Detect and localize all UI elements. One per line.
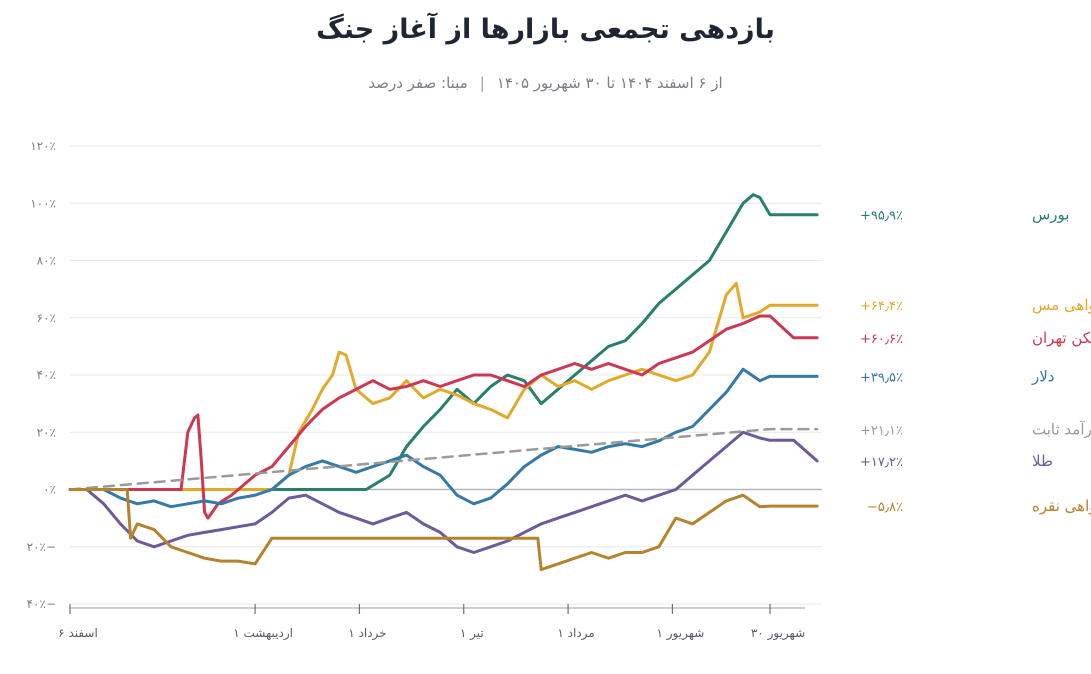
y-tick-label: ۲۰٪ xyxy=(37,425,56,439)
series-line xyxy=(68,488,819,572)
x-tick-label: ۱ تیر xyxy=(460,626,484,641)
series-final-value: +۶۴٫۴٪ xyxy=(860,299,903,314)
series-name: طلا xyxy=(1032,452,1053,470)
y-tick-label: ۸۰٪ xyxy=(37,254,56,268)
y-tick-label: ۶۰٪ xyxy=(37,311,56,325)
series-line xyxy=(68,427,819,491)
subtitle-base: مبنا: صفر درصد xyxy=(368,74,468,92)
y-tick-label: ۴۰٪ xyxy=(37,368,56,382)
series-line xyxy=(68,430,819,554)
series-labels: +۹۵٫۹٪ بورس +۶۴٫۴٪ گواهی مس +۶۰٫۶٪ مسکن تهران… xyxy=(860,206,1091,515)
series-line xyxy=(68,281,819,491)
series-name: بورس xyxy=(1032,206,1069,224)
chart-subtitle: از ۶ اسفند ۱۴۰۴ تا ۳۰ شهریور ۱۴۰۵ | مبنا: … xyxy=(0,74,1091,92)
series-final-value: +۶۰٫۶٪ xyxy=(860,332,903,347)
subtitle-separator: | xyxy=(479,74,485,92)
series-line xyxy=(68,314,819,520)
x-tick-label: ۶ اسفند xyxy=(58,626,98,640)
grid-lines xyxy=(70,145,822,605)
series-name: درآمد ثابت xyxy=(1032,420,1091,438)
series-name: گواهی مس xyxy=(1032,296,1091,314)
series-name: گواهی نقره xyxy=(1032,497,1091,515)
x-tick-label: ۱ شهریور xyxy=(656,626,704,641)
chart-title: بازدهی تجمعی بازارها از آغاز جنگ xyxy=(316,14,775,45)
x-tick-label: ۳۰ شهریور xyxy=(751,626,805,641)
subtitle-range: از ۶ اسفند ۱۴۰۴ تا ۳۰ شهریور ۱۴۰۵ xyxy=(496,74,723,92)
y-tick-label: ۰٪ xyxy=(43,483,56,497)
y-tick-label: ۱۰۰٪ xyxy=(30,196,56,210)
x-tick-label: ۱ اردیبهشت xyxy=(233,626,293,641)
x-tick-label: ۱ مرداد xyxy=(557,626,594,641)
series-final-value: +۹۵٫۹٪ xyxy=(860,209,903,224)
series-final-value: +۲۱٫۱٪ xyxy=(860,423,903,438)
series-final-value: +۱۷٫۲٪ xyxy=(860,455,903,470)
x-axis: ۶ اسفند ۱ اردیبهشت ۱ خرداد ۱ تیر ۱ مرداد ۱ شه… xyxy=(58,604,805,641)
series-name: مسکن تهران xyxy=(1032,329,1091,347)
y-tick-label: ۱۲۰٪ xyxy=(30,139,56,153)
x-tick-label: ۱ خرداد xyxy=(348,626,386,641)
y-tick-label: ۲۰٪− xyxy=(27,540,56,554)
series-final-value: +۳۹٫۵٪ xyxy=(860,370,903,385)
y-tick-label: ۴۰٪− xyxy=(27,597,56,611)
y-axis: ۱۲۰٪ ۱۰۰٪ ۸۰٪ ۶۰٪ ۴۰٪ ۲۰٪ ۰٪ ۲۰٪− ۴۰٪− xyxy=(27,139,56,611)
series-final-value: −۵٫۸٪ xyxy=(867,500,903,515)
series-line xyxy=(68,367,819,509)
series-lines xyxy=(68,193,819,572)
series-name: دلار xyxy=(1031,367,1054,385)
